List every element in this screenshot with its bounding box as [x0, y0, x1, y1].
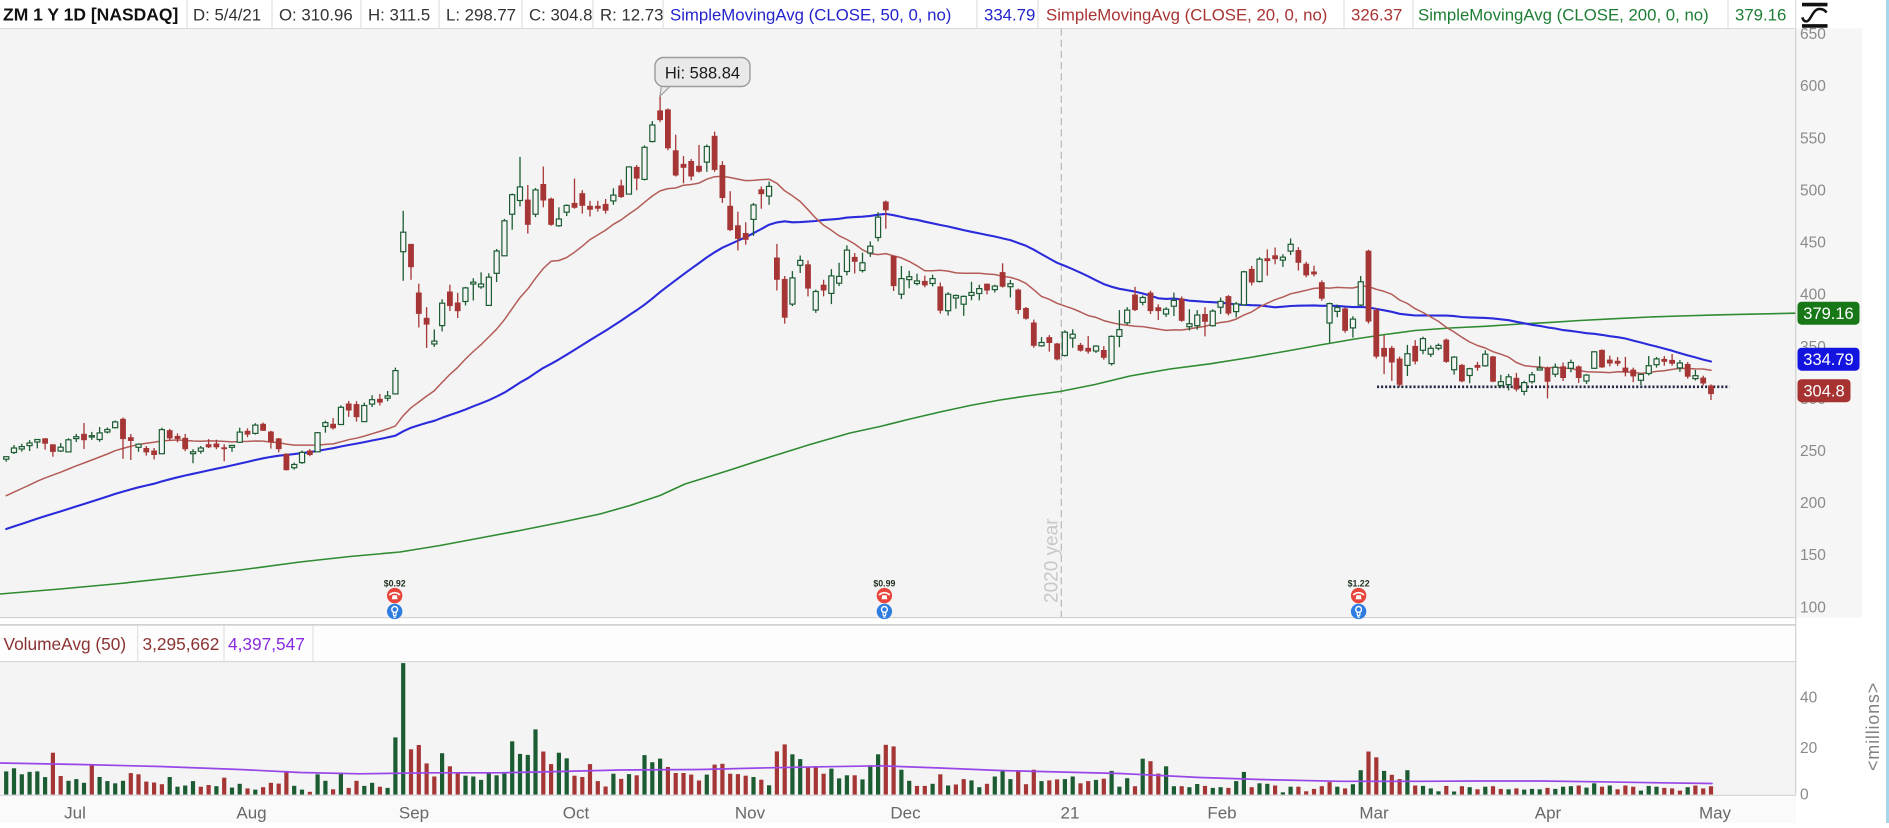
svg-text:Oct: Oct: [563, 804, 590, 823]
svg-text:334.79: 334.79: [1803, 351, 1853, 369]
svg-text:May: May: [1699, 804, 1732, 823]
svg-text:L: 298.77: L: 298.77: [446, 6, 516, 25]
svg-text:Nov: Nov: [735, 804, 766, 823]
svg-text:4,397,547: 4,397,547: [228, 634, 305, 654]
svg-text:$1.22: $1.22: [1348, 579, 1370, 589]
svg-text:600: 600: [1800, 78, 1826, 95]
svg-text:379.16: 379.16: [1803, 305, 1853, 323]
svg-text:H: 311.5: H: 311.5: [368, 6, 430, 25]
svg-text:21: 21: [1061, 804, 1080, 823]
svg-text:SimpleMovingAvg (CLOSE, 20, 0,: SimpleMovingAvg (CLOSE, 20, 0, no): [1046, 6, 1327, 25]
svg-text:250: 250: [1800, 443, 1826, 460]
svg-text:650: 650: [1800, 26, 1826, 43]
svg-text:VolumeAvg (50): VolumeAvg (50): [4, 634, 127, 654]
svg-text:550: 550: [1800, 130, 1826, 147]
svg-text:$0.99: $0.99: [873, 579, 895, 589]
svg-text:<millions>: <millions>: [1863, 682, 1883, 771]
svg-text:D: 5/4/21: D: 5/4/21: [193, 6, 261, 25]
svg-text:Feb: Feb: [1207, 804, 1236, 823]
svg-text:Sep: Sep: [399, 804, 429, 823]
svg-text:200: 200: [1800, 495, 1826, 512]
svg-text:150: 150: [1800, 547, 1826, 564]
svg-text:2020 year: 2020 year: [1042, 518, 1063, 603]
svg-text:334.79: 334.79: [984, 6, 1035, 25]
svg-text:Dec: Dec: [890, 804, 921, 823]
svg-text:O: 310.96: O: 310.96: [279, 6, 353, 25]
svg-text:$0.92: $0.92: [384, 579, 406, 589]
svg-text:0: 0: [1800, 786, 1809, 803]
svg-text:20: 20: [1800, 740, 1818, 757]
svg-text:304.8: 304.8: [1803, 383, 1844, 401]
svg-text:SimpleMovingAvg (CLOSE, 50, 0,: SimpleMovingAvg (CLOSE, 50, 0, no): [670, 6, 951, 25]
svg-text:40: 40: [1800, 690, 1818, 707]
svg-text:Jul: Jul: [64, 804, 86, 823]
svg-text:Apr: Apr: [1535, 804, 1562, 823]
svg-text:C: 304.8: C: 304.8: [529, 6, 592, 25]
svg-text:100: 100: [1800, 599, 1826, 616]
svg-text:Aug: Aug: [236, 804, 266, 823]
svg-text:326.37: 326.37: [1351, 6, 1402, 25]
svg-text:ZM 1 Y 1D [NASDAQ]: ZM 1 Y 1D [NASDAQ]: [3, 5, 178, 25]
svg-text:400: 400: [1800, 287, 1826, 304]
svg-text:500: 500: [1800, 182, 1826, 199]
svg-text:Mar: Mar: [1359, 804, 1389, 823]
svg-text:Hi: 588.84: Hi: 588.84: [665, 65, 740, 83]
svg-text:SimpleMovingAvg (CLOSE, 200, 0: SimpleMovingAvg (CLOSE, 200, 0, no): [1418, 6, 1709, 25]
svg-text:3,295,662: 3,295,662: [143, 634, 220, 654]
svg-text:379.16: 379.16: [1735, 6, 1786, 25]
svg-text:R: 12.73: R: 12.73: [600, 6, 663, 25]
svg-text:450: 450: [1800, 235, 1826, 252]
